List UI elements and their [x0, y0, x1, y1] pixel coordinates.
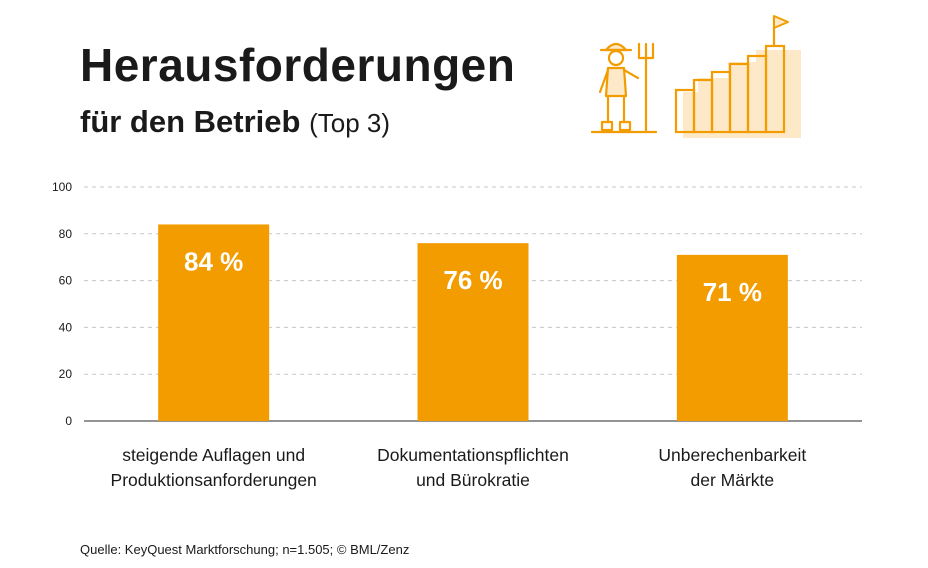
chart-subtitle: für den Betrieb (Top 3) — [80, 106, 390, 137]
x-category-label: der Märkte — [691, 470, 775, 490]
x-category-label: und Bürokratie — [416, 470, 530, 490]
bar-value-label: 84 % — [184, 246, 243, 276]
bar-chart: 0 20 40 60 80 100 84 % steigende Auflagen und Pr… — [52, 180, 862, 490]
y-tick-label: 100 — [52, 180, 72, 194]
x-category-label: steigende Auflagen und — [122, 445, 305, 465]
bar — [417, 243, 529, 421]
bar — [158, 224, 270, 421]
bar-value-label: 76 % — [443, 265, 502, 295]
y-tick-label: 20 — [59, 367, 73, 381]
farmer-with-pitchfork-icon — [590, 42, 658, 134]
x-category-label: Unberechenbarkeit — [658, 445, 806, 465]
bar-value-label: 71 % — [703, 277, 762, 307]
chart-title: Herausforderungen — [80, 39, 516, 91]
y-tick-label: 80 — [59, 227, 73, 241]
rising-stairs-with-flag-icon — [674, 15, 801, 138]
subtitle-suffix: (Top 3) — [309, 108, 391, 138]
source-note: Quelle: KeyQuest Marktforschung; n=1.505… — [80, 542, 410, 557]
x-category-label: Produktionsanforderungen — [111, 470, 317, 490]
illustration — [590, 15, 801, 138]
x-category-label: Dokumentationspflichten — [377, 445, 569, 465]
y-tick-label: 60 — [59, 274, 73, 288]
y-tick-label: 0 — [65, 414, 72, 428]
y-tick-label: 40 — [59, 320, 73, 334]
bar — [676, 254, 788, 421]
subtitle-text: für den Betrieb — [80, 104, 301, 139]
